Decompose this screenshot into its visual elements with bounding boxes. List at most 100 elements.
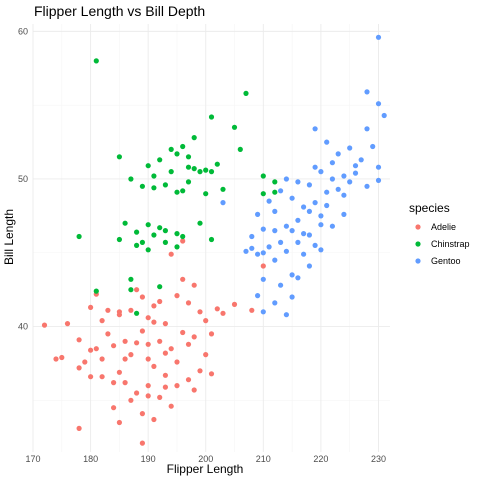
x-tick-label: 200 <box>198 454 213 464</box>
data-point-gentoo <box>318 247 324 253</box>
x-tick-label: 170 <box>25 454 40 464</box>
data-point-adelie <box>128 307 134 313</box>
data-point-chinstrap <box>272 179 278 185</box>
data-point-chinstrap <box>214 161 220 167</box>
data-point-adelie <box>128 352 134 358</box>
data-point-chinstrap <box>203 167 209 173</box>
data-point-adelie <box>76 425 82 431</box>
data-point-gentoo <box>243 248 249 254</box>
data-point-gentoo <box>306 182 312 188</box>
x-axis-title: Flipper Length <box>167 462 244 476</box>
data-point-chinstrap <box>139 183 145 189</box>
data-point-chinstrap <box>243 90 249 96</box>
data-point-gentoo <box>249 245 255 251</box>
data-point-adelie <box>162 321 168 327</box>
y-tick-label: 50 <box>18 174 28 184</box>
data-point-adelie <box>185 300 192 306</box>
data-point-adelie <box>157 338 163 344</box>
data-point-adelie <box>145 383 151 389</box>
data-point-adelie <box>145 315 151 321</box>
data-point-adelie <box>116 309 122 315</box>
data-point-gentoo <box>289 294 295 300</box>
data-point-chinstrap <box>168 146 174 152</box>
data-point-gentoo <box>358 157 364 163</box>
data-point-adelie <box>76 365 82 371</box>
data-point-gentoo <box>375 101 382 107</box>
data-point-gentoo <box>283 312 289 318</box>
data-point-chinstrap <box>162 239 168 245</box>
data-point-adelie <box>220 310 226 316</box>
legend-title: species <box>409 201 450 215</box>
data-point-adelie <box>231 301 238 307</box>
data-point-chinstrap <box>197 220 203 226</box>
data-point-gentoo <box>318 222 324 228</box>
data-point-adelie <box>88 374 94 380</box>
y-tick-label: 40 <box>18 322 28 332</box>
data-point-chinstrap <box>162 182 168 188</box>
data-point-adelie <box>162 350 168 356</box>
data-point-gentoo <box>341 211 347 217</box>
x-axis-ticks: 170 180 190 200 210 220 230 <box>25 454 386 464</box>
data-point-adelie <box>134 340 140 346</box>
data-point-adelie <box>111 380 117 386</box>
legend: species Adelie Chinstrap Gentoo <box>409 201 470 266</box>
data-point-chinstrap <box>208 236 215 243</box>
data-point-gentoo <box>260 276 266 282</box>
data-point-adelie <box>59 354 65 361</box>
data-point-adelie <box>122 356 128 362</box>
data-point-gentoo <box>375 177 382 183</box>
data-point-chinstrap <box>128 176 134 182</box>
data-point-gentoo <box>278 239 284 245</box>
data-point-adelie <box>88 304 94 310</box>
data-point-adelie <box>174 293 180 299</box>
data-point-chinstrap <box>174 231 180 237</box>
data-point-gentoo <box>278 188 284 194</box>
data-point-adelie <box>157 394 163 400</box>
data-point-gentoo <box>289 228 295 234</box>
data-point-adelie <box>214 306 220 312</box>
data-point-chinstrap <box>208 169 215 175</box>
data-point-adelie <box>180 238 186 244</box>
data-point-chinstrap <box>116 236 122 243</box>
data-point-chinstrap <box>174 244 180 250</box>
data-point-gentoo <box>364 89 370 95</box>
data-point-adelie <box>260 263 266 269</box>
data-point-chinstrap <box>76 233 82 240</box>
data-point-gentoo <box>341 173 347 179</box>
data-point-gentoo <box>283 223 289 229</box>
data-point-chinstrap <box>237 146 243 152</box>
data-point-gentoo <box>312 164 318 170</box>
data-point-gentoo <box>260 250 266 256</box>
x-tick-label: 230 <box>371 454 386 464</box>
data-point-adelie <box>191 387 197 393</box>
data-point-adelie <box>139 294 145 300</box>
data-point-gentoo <box>260 309 266 315</box>
data-point-gentoo <box>295 217 301 223</box>
data-point-chinstrap <box>151 232 157 238</box>
data-point-gentoo <box>260 226 266 232</box>
data-point-adelie <box>203 318 209 324</box>
data-point-chinstrap <box>151 173 157 179</box>
data-point-chinstrap <box>145 222 151 228</box>
data-point-adelie <box>203 352 209 358</box>
data-point-adelie <box>116 419 122 426</box>
data-point-gentoo <box>335 151 341 157</box>
data-point-adelie <box>111 405 117 411</box>
data-point-gentoo <box>266 198 272 204</box>
data-point-gentoo <box>364 126 370 132</box>
data-point-gentoo <box>370 143 376 150</box>
data-point-adelie <box>82 359 88 365</box>
data-point-adelie <box>145 356 151 362</box>
data-point-adelie <box>111 343 117 349</box>
data-point-gentoo <box>289 272 295 278</box>
data-point-chinstrap <box>139 239 145 245</box>
data-point-adelie <box>116 369 122 375</box>
data-point-adelie <box>76 337 82 343</box>
x-tick-label: 210 <box>256 454 271 464</box>
data-point-gentoo <box>266 244 272 250</box>
data-point-adelie <box>105 331 111 337</box>
data-points <box>41 34 387 446</box>
x-tick-label: 220 <box>313 454 328 464</box>
data-point-gentoo <box>301 231 307 237</box>
